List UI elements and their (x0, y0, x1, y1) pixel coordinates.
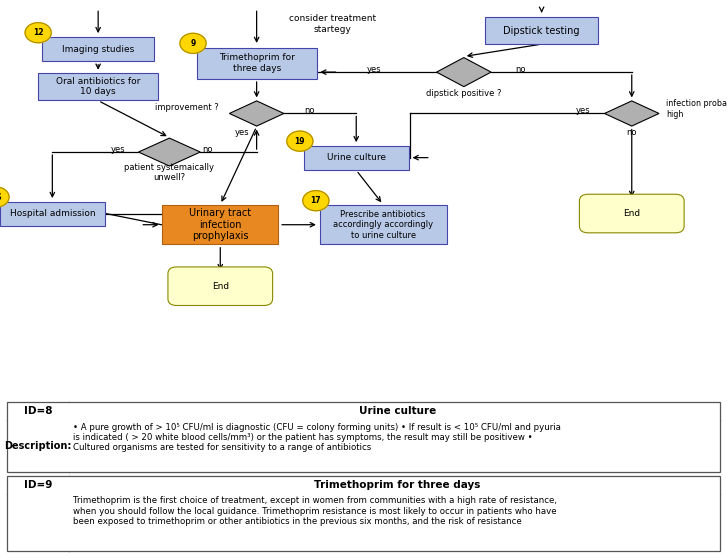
Text: Urinary tract
infection
prophylaxis: Urinary tract infection prophylaxis (189, 208, 252, 241)
Text: 17: 17 (310, 196, 321, 205)
Text: 9: 9 (190, 39, 196, 48)
Text: 16: 16 (0, 192, 1, 202)
Text: Imaging studies: Imaging studies (62, 45, 134, 54)
Text: no: no (515, 65, 526, 74)
FancyBboxPatch shape (162, 205, 278, 244)
Text: dipstick positive ?: dipstick positive ? (426, 89, 502, 98)
FancyBboxPatch shape (168, 267, 273, 305)
FancyBboxPatch shape (304, 145, 409, 170)
Text: 12: 12 (33, 28, 44, 37)
FancyBboxPatch shape (579, 194, 684, 233)
Text: Trimethoprim for
three days: Trimethoprim for three days (219, 54, 294, 73)
Circle shape (180, 34, 206, 54)
FancyBboxPatch shape (196, 48, 317, 78)
Text: Urine culture: Urine culture (359, 406, 436, 416)
FancyBboxPatch shape (42, 37, 155, 61)
Text: Urine culture: Urine culture (326, 153, 386, 162)
Text: Oral antibiotics for
10 days: Oral antibiotics for 10 days (56, 77, 140, 96)
FancyBboxPatch shape (320, 205, 446, 244)
Text: consider treatment
startegy: consider treatment startegy (289, 15, 377, 34)
Text: ID=9: ID=9 (23, 480, 52, 490)
Text: 19: 19 (294, 136, 305, 146)
Text: no: no (202, 145, 213, 154)
Text: • A pure growth of > 10⁵ CFU/ml is diagnostic (CFU = colony forming units) • If : • A pure growth of > 10⁵ CFU/ml is diagn… (73, 423, 561, 452)
Text: End: End (212, 282, 229, 291)
Polygon shape (230, 101, 284, 126)
Polygon shape (605, 101, 659, 126)
Text: End: End (623, 209, 640, 218)
Circle shape (25, 22, 51, 43)
Text: ID=8: ID=8 (23, 406, 52, 416)
Text: Description:: Description: (4, 442, 71, 451)
Text: Trimethoprim for three days: Trimethoprim for three days (315, 480, 481, 490)
FancyBboxPatch shape (0, 201, 105, 225)
Polygon shape (436, 58, 491, 87)
Text: yes: yes (367, 65, 382, 74)
Text: yes: yes (111, 145, 126, 154)
FancyBboxPatch shape (7, 402, 720, 472)
Text: infection probability
high: infection probability high (666, 100, 727, 119)
Text: yes: yes (235, 128, 249, 138)
FancyBboxPatch shape (7, 476, 720, 551)
FancyBboxPatch shape (486, 17, 598, 44)
Text: Hospital admission: Hospital admission (9, 209, 95, 218)
Text: Prescribe antibiotics
accordingly accordingly
to urine culture: Prescribe antibiotics accordingly accord… (333, 210, 433, 240)
Text: Trimethoprim is the first choice of treatment, except in women from communities : Trimethoprim is the first choice of trea… (73, 496, 557, 526)
Polygon shape (139, 138, 201, 166)
Text: no: no (304, 106, 315, 115)
Text: improvement ?: improvement ? (155, 103, 218, 112)
Text: yes: yes (575, 106, 590, 115)
FancyBboxPatch shape (39, 73, 158, 100)
Circle shape (0, 187, 9, 207)
Text: no: no (627, 128, 637, 138)
Circle shape (286, 131, 313, 151)
Circle shape (303, 191, 329, 211)
Text: Dipstick testing: Dipstick testing (503, 26, 580, 36)
Text: patient systemaically
unwell?: patient systemaically unwell? (124, 163, 214, 182)
